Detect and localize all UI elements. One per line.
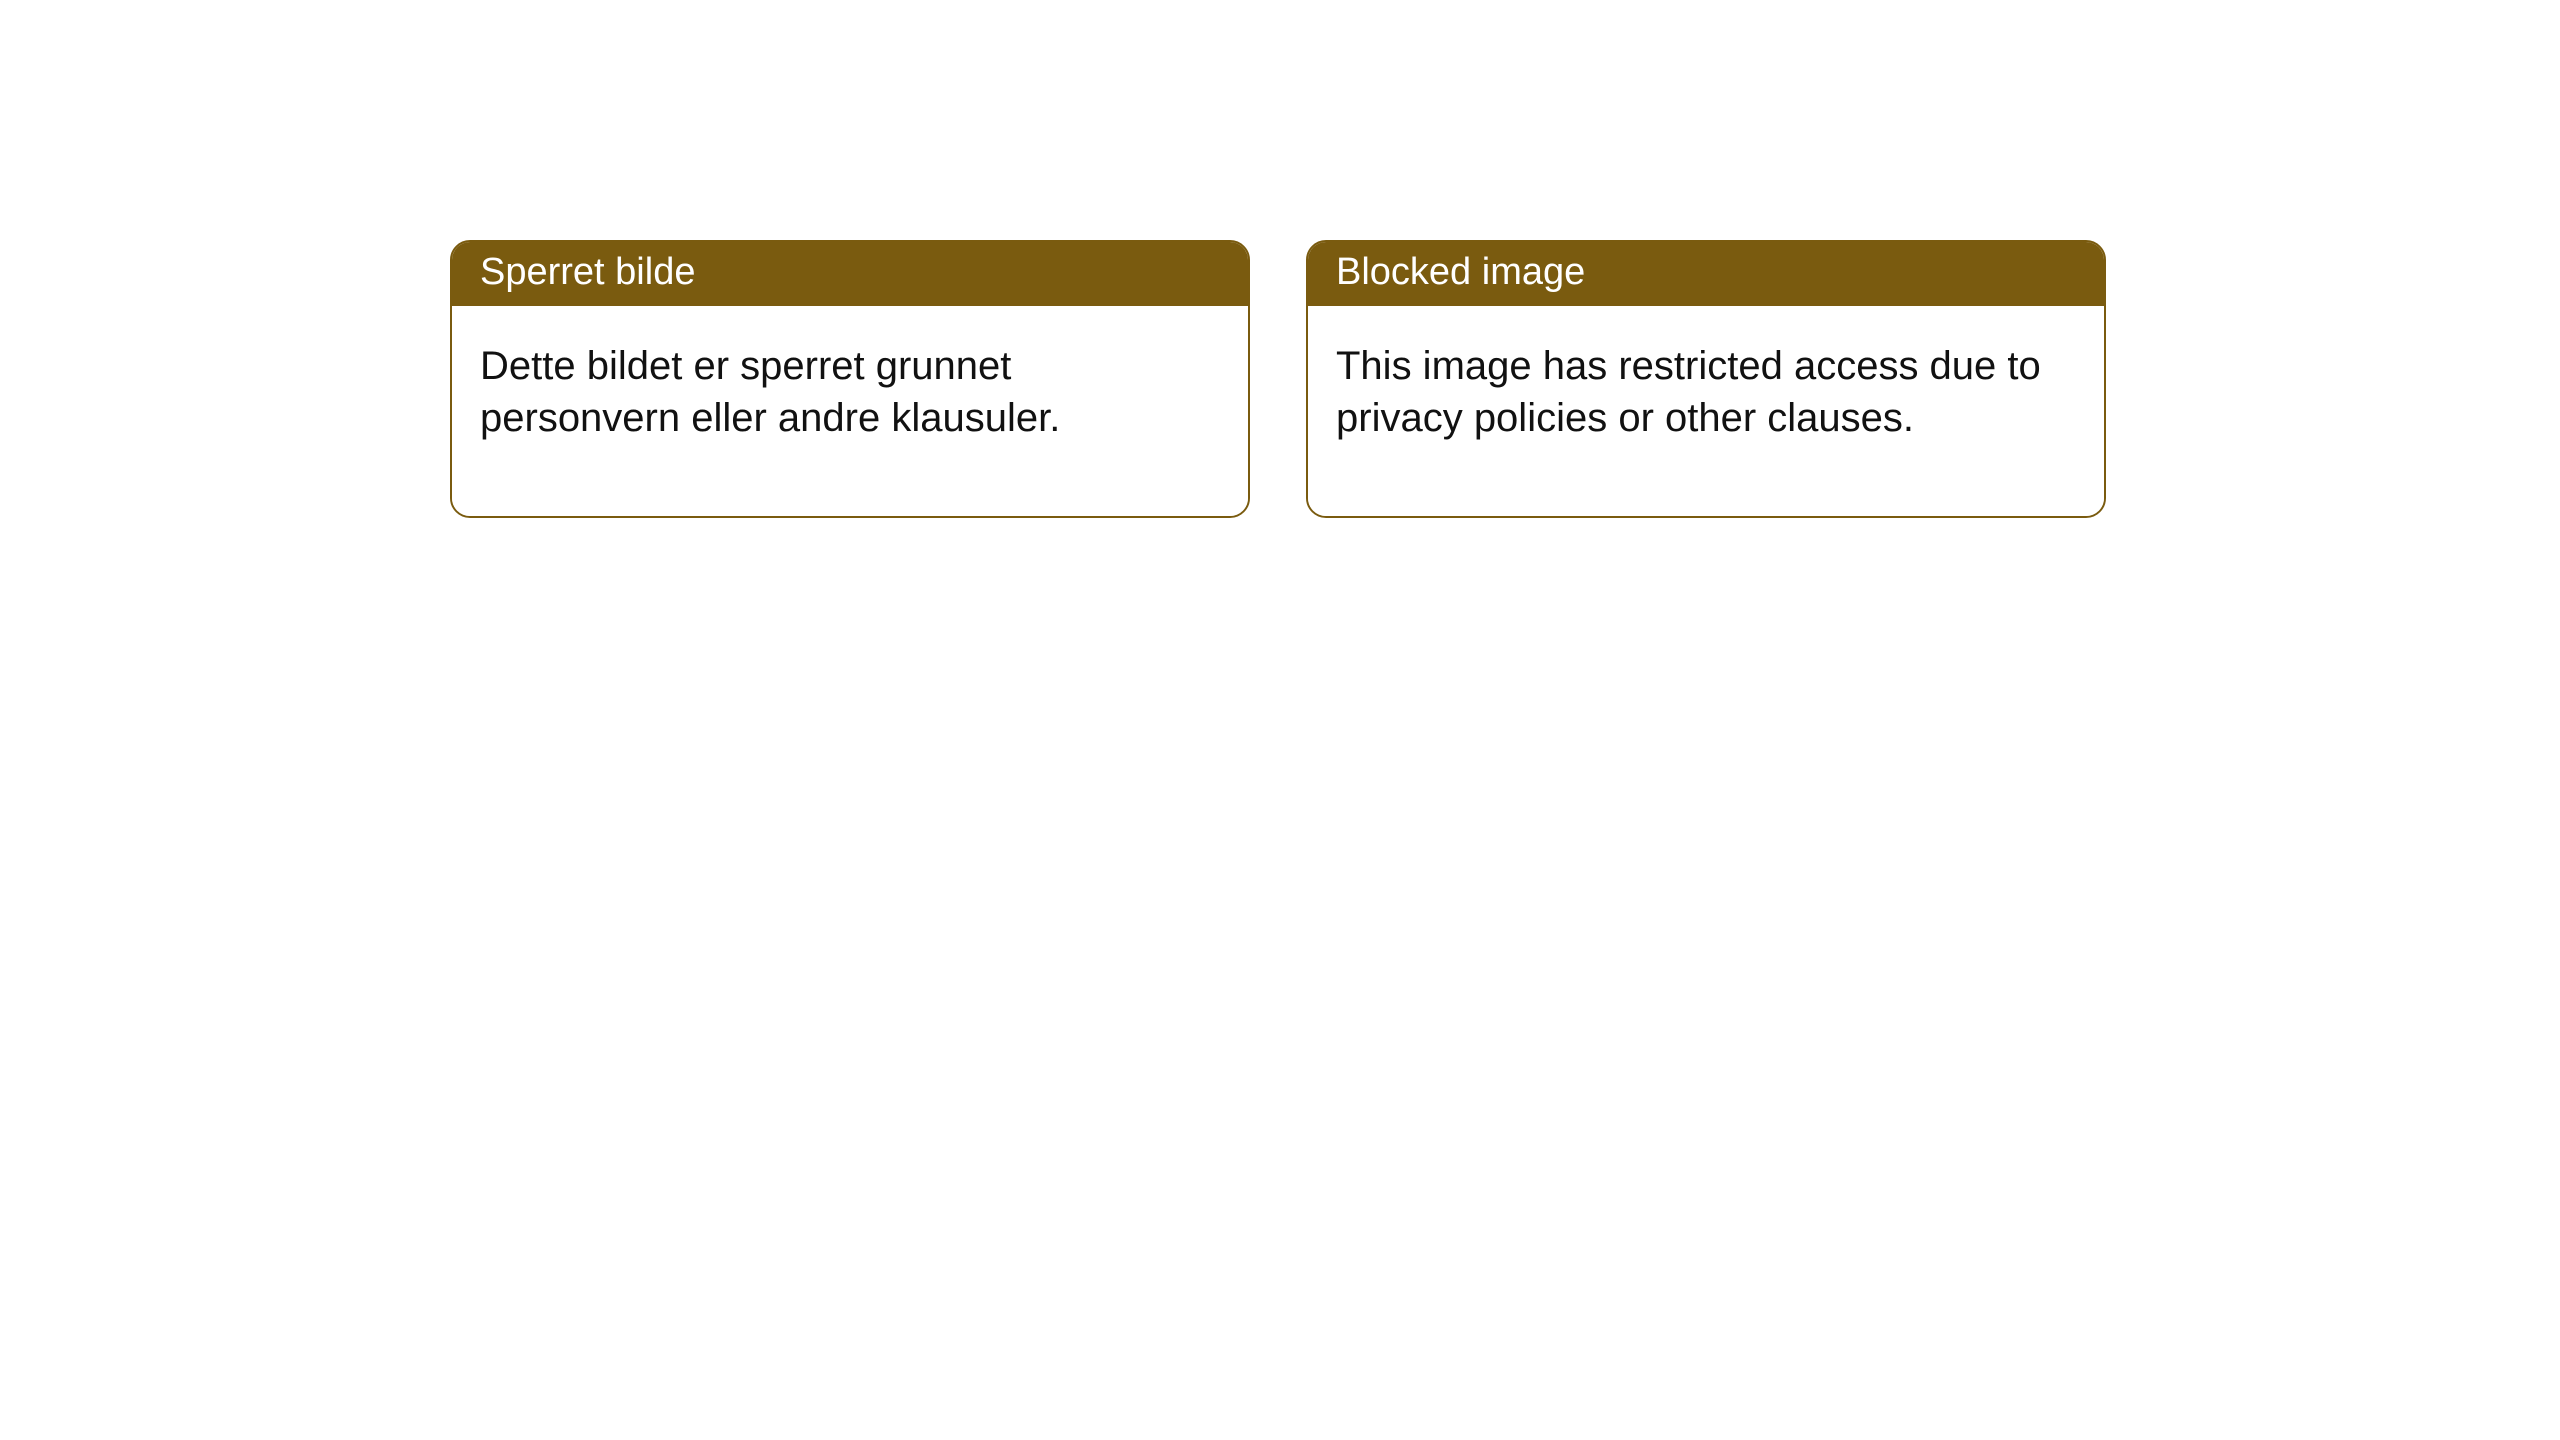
notice-cards-container: Sperret bilde Dette bildet er sperret gr…	[0, 0, 2560, 518]
notice-card-body: Dette bildet er sperret grunnet personve…	[452, 306, 1248, 516]
notice-card-body: This image has restricted access due to …	[1308, 306, 2104, 516]
notice-card-norwegian: Sperret bilde Dette bildet er sperret gr…	[450, 240, 1250, 518]
notice-card-header: Sperret bilde	[452, 242, 1248, 306]
notice-card-english: Blocked image This image has restricted …	[1306, 240, 2106, 518]
notice-card-header: Blocked image	[1308, 242, 2104, 306]
